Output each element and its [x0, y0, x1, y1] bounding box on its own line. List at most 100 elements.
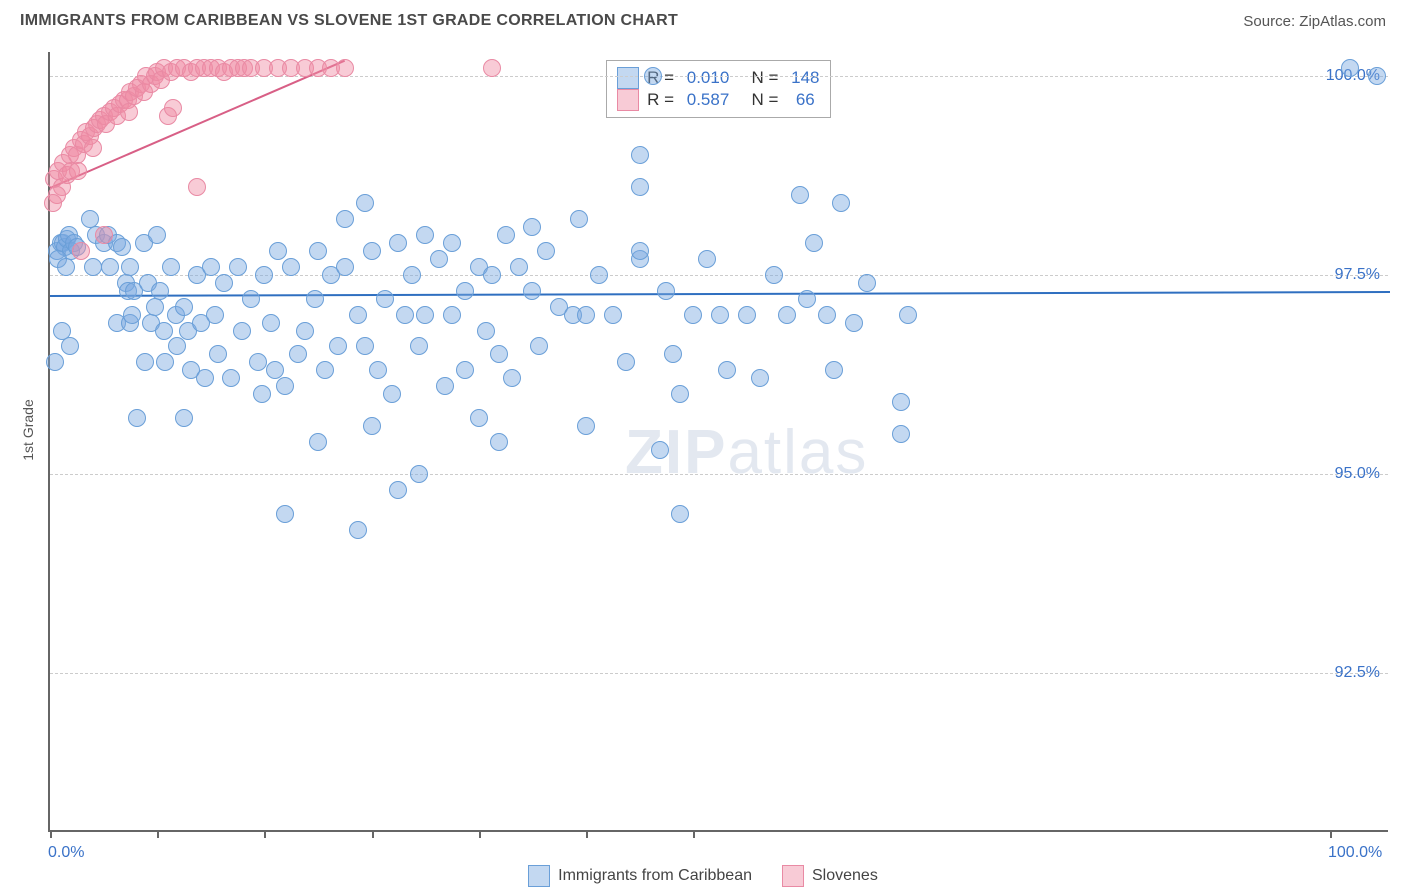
- scatter-point-caribbean: [698, 250, 716, 268]
- scatter-point-caribbean: [349, 306, 367, 324]
- watermark-thin: atlas: [727, 418, 868, 487]
- scatter-point-caribbean: [845, 314, 863, 332]
- x-tick: [479, 830, 481, 838]
- scatter-point-caribbean: [443, 306, 461, 324]
- x-tick: [50, 830, 52, 838]
- legend-swatch-slovenes: [782, 865, 804, 887]
- scatter-point-caribbean: [363, 242, 381, 260]
- scatter-point-caribbean: [146, 298, 164, 316]
- scatter-point-caribbean: [416, 306, 434, 324]
- scatter-point-caribbean: [523, 282, 541, 300]
- scatter-point-caribbean: [57, 258, 75, 276]
- x-tick: [264, 830, 266, 838]
- scatter-point-caribbean: [892, 393, 910, 411]
- scatter-point-caribbean: [523, 218, 541, 236]
- bottom-legend: Immigrants from Caribbean Slovenes: [0, 865, 1406, 887]
- scatter-point-caribbean: [156, 353, 174, 371]
- scatter-point-slovenes: [188, 178, 206, 196]
- scatter-point-caribbean: [798, 290, 816, 308]
- scatter-point-caribbean: [805, 234, 823, 252]
- scatter-point-caribbean: [832, 194, 850, 212]
- x-tick: [693, 830, 695, 838]
- scatter-point-caribbean: [389, 234, 407, 252]
- scatter-point-caribbean: [113, 238, 131, 256]
- stats-n-label: N =: [737, 68, 783, 88]
- scatter-point-caribbean: [436, 377, 454, 395]
- scatter-point-caribbean: [664, 345, 682, 363]
- y-axis-label: 1st Grade: [20, 399, 36, 460]
- scatter-point-caribbean: [443, 234, 461, 252]
- scatter-point-slovenes: [120, 103, 138, 121]
- scatter-point-slovenes: [483, 59, 501, 77]
- watermark-bold: ZIP: [625, 418, 727, 487]
- scatter-point-caribbean: [765, 266, 783, 284]
- scatter-point-caribbean: [151, 282, 169, 300]
- scatter-point-caribbean: [570, 210, 588, 228]
- scatter-point-caribbean: [403, 266, 421, 284]
- scatter-point-caribbean: [162, 258, 180, 276]
- scatter-point-caribbean: [215, 274, 233, 292]
- scatter-point-caribbean: [490, 433, 508, 451]
- scatter-point-caribbean: [101, 258, 119, 276]
- x-tick: [372, 830, 374, 838]
- scatter-point-slovenes: [164, 99, 182, 117]
- scatter-point-caribbean: [383, 385, 401, 403]
- scatter-point-caribbean: [356, 337, 374, 355]
- scatter-point-caribbean: [510, 258, 528, 276]
- stats-r-value: 0.010: [687, 68, 730, 88]
- scatter-point-caribbean: [316, 361, 334, 379]
- scatter-point-caribbean: [778, 306, 796, 324]
- scatter-point-caribbean: [276, 505, 294, 523]
- stats-n-label: N =: [737, 90, 783, 110]
- scatter-point-caribbean: [196, 369, 214, 387]
- scatter-point-caribbean: [503, 369, 521, 387]
- scatter-point-caribbean: [892, 425, 910, 443]
- scatter-point-caribbean: [711, 306, 729, 324]
- scatter-point-caribbean: [1341, 59, 1359, 77]
- scatter-point-caribbean: [577, 417, 595, 435]
- scatter-point-caribbean: [369, 361, 387, 379]
- scatter-point-caribbean: [206, 306, 224, 324]
- scatter-point-caribbean: [168, 337, 186, 355]
- scatter-point-caribbean: [631, 242, 649, 260]
- scatter-point-caribbean: [604, 306, 622, 324]
- stats-r-label: R =: [647, 90, 679, 110]
- scatter-point-caribbean: [456, 282, 474, 300]
- scatter-point-caribbean: [684, 306, 702, 324]
- scatter-point-caribbean: [242, 290, 260, 308]
- scatter-point-caribbean: [671, 505, 689, 523]
- x-tick: [586, 830, 588, 838]
- grid-line: [50, 474, 1388, 475]
- legend-label-slovenes: Slovenes: [812, 867, 878, 885]
- scatter-point-caribbean: [577, 306, 595, 324]
- scatter-point-caribbean: [490, 345, 508, 363]
- scatter-point-caribbean: [61, 337, 79, 355]
- scatter-point-caribbean: [121, 258, 139, 276]
- scatter-point-caribbean: [233, 322, 251, 340]
- scatter-point-caribbean: [751, 369, 769, 387]
- legend-item-caribbean: Immigrants from Caribbean: [528, 865, 752, 887]
- scatter-point-caribbean: [396, 306, 414, 324]
- legend-label-caribbean: Immigrants from Caribbean: [558, 867, 752, 885]
- scatter-point-caribbean: [289, 345, 307, 363]
- scatter-point-caribbean: [296, 322, 314, 340]
- scatter-point-caribbean: [148, 226, 166, 244]
- scatter-point-caribbean: [128, 409, 146, 427]
- chart-plot-area: ZIPatlas R = 0.010 N = 148R = 0.587 N = …: [48, 52, 1388, 832]
- scatter-point-caribbean: [791, 186, 809, 204]
- x-axis-min-label: 0.0%: [48, 844, 84, 862]
- scatter-point-caribbean: [825, 361, 843, 379]
- scatter-point-caribbean: [738, 306, 756, 324]
- source-name: ZipAtlas.com: [1299, 13, 1386, 30]
- scatter-point-caribbean: [222, 369, 240, 387]
- scatter-point-caribbean: [389, 481, 407, 499]
- scatter-point-caribbean: [410, 465, 428, 483]
- scatter-point-caribbean: [309, 242, 327, 260]
- legend-item-slovenes: Slovenes: [782, 865, 878, 887]
- scatter-point-caribbean: [477, 322, 495, 340]
- scatter-point-caribbean: [255, 266, 273, 284]
- scatter-point-slovenes: [336, 59, 354, 77]
- scatter-point-caribbean: [470, 409, 488, 427]
- scatter-point-caribbean: [1368, 67, 1386, 85]
- scatter-point-caribbean: [155, 322, 173, 340]
